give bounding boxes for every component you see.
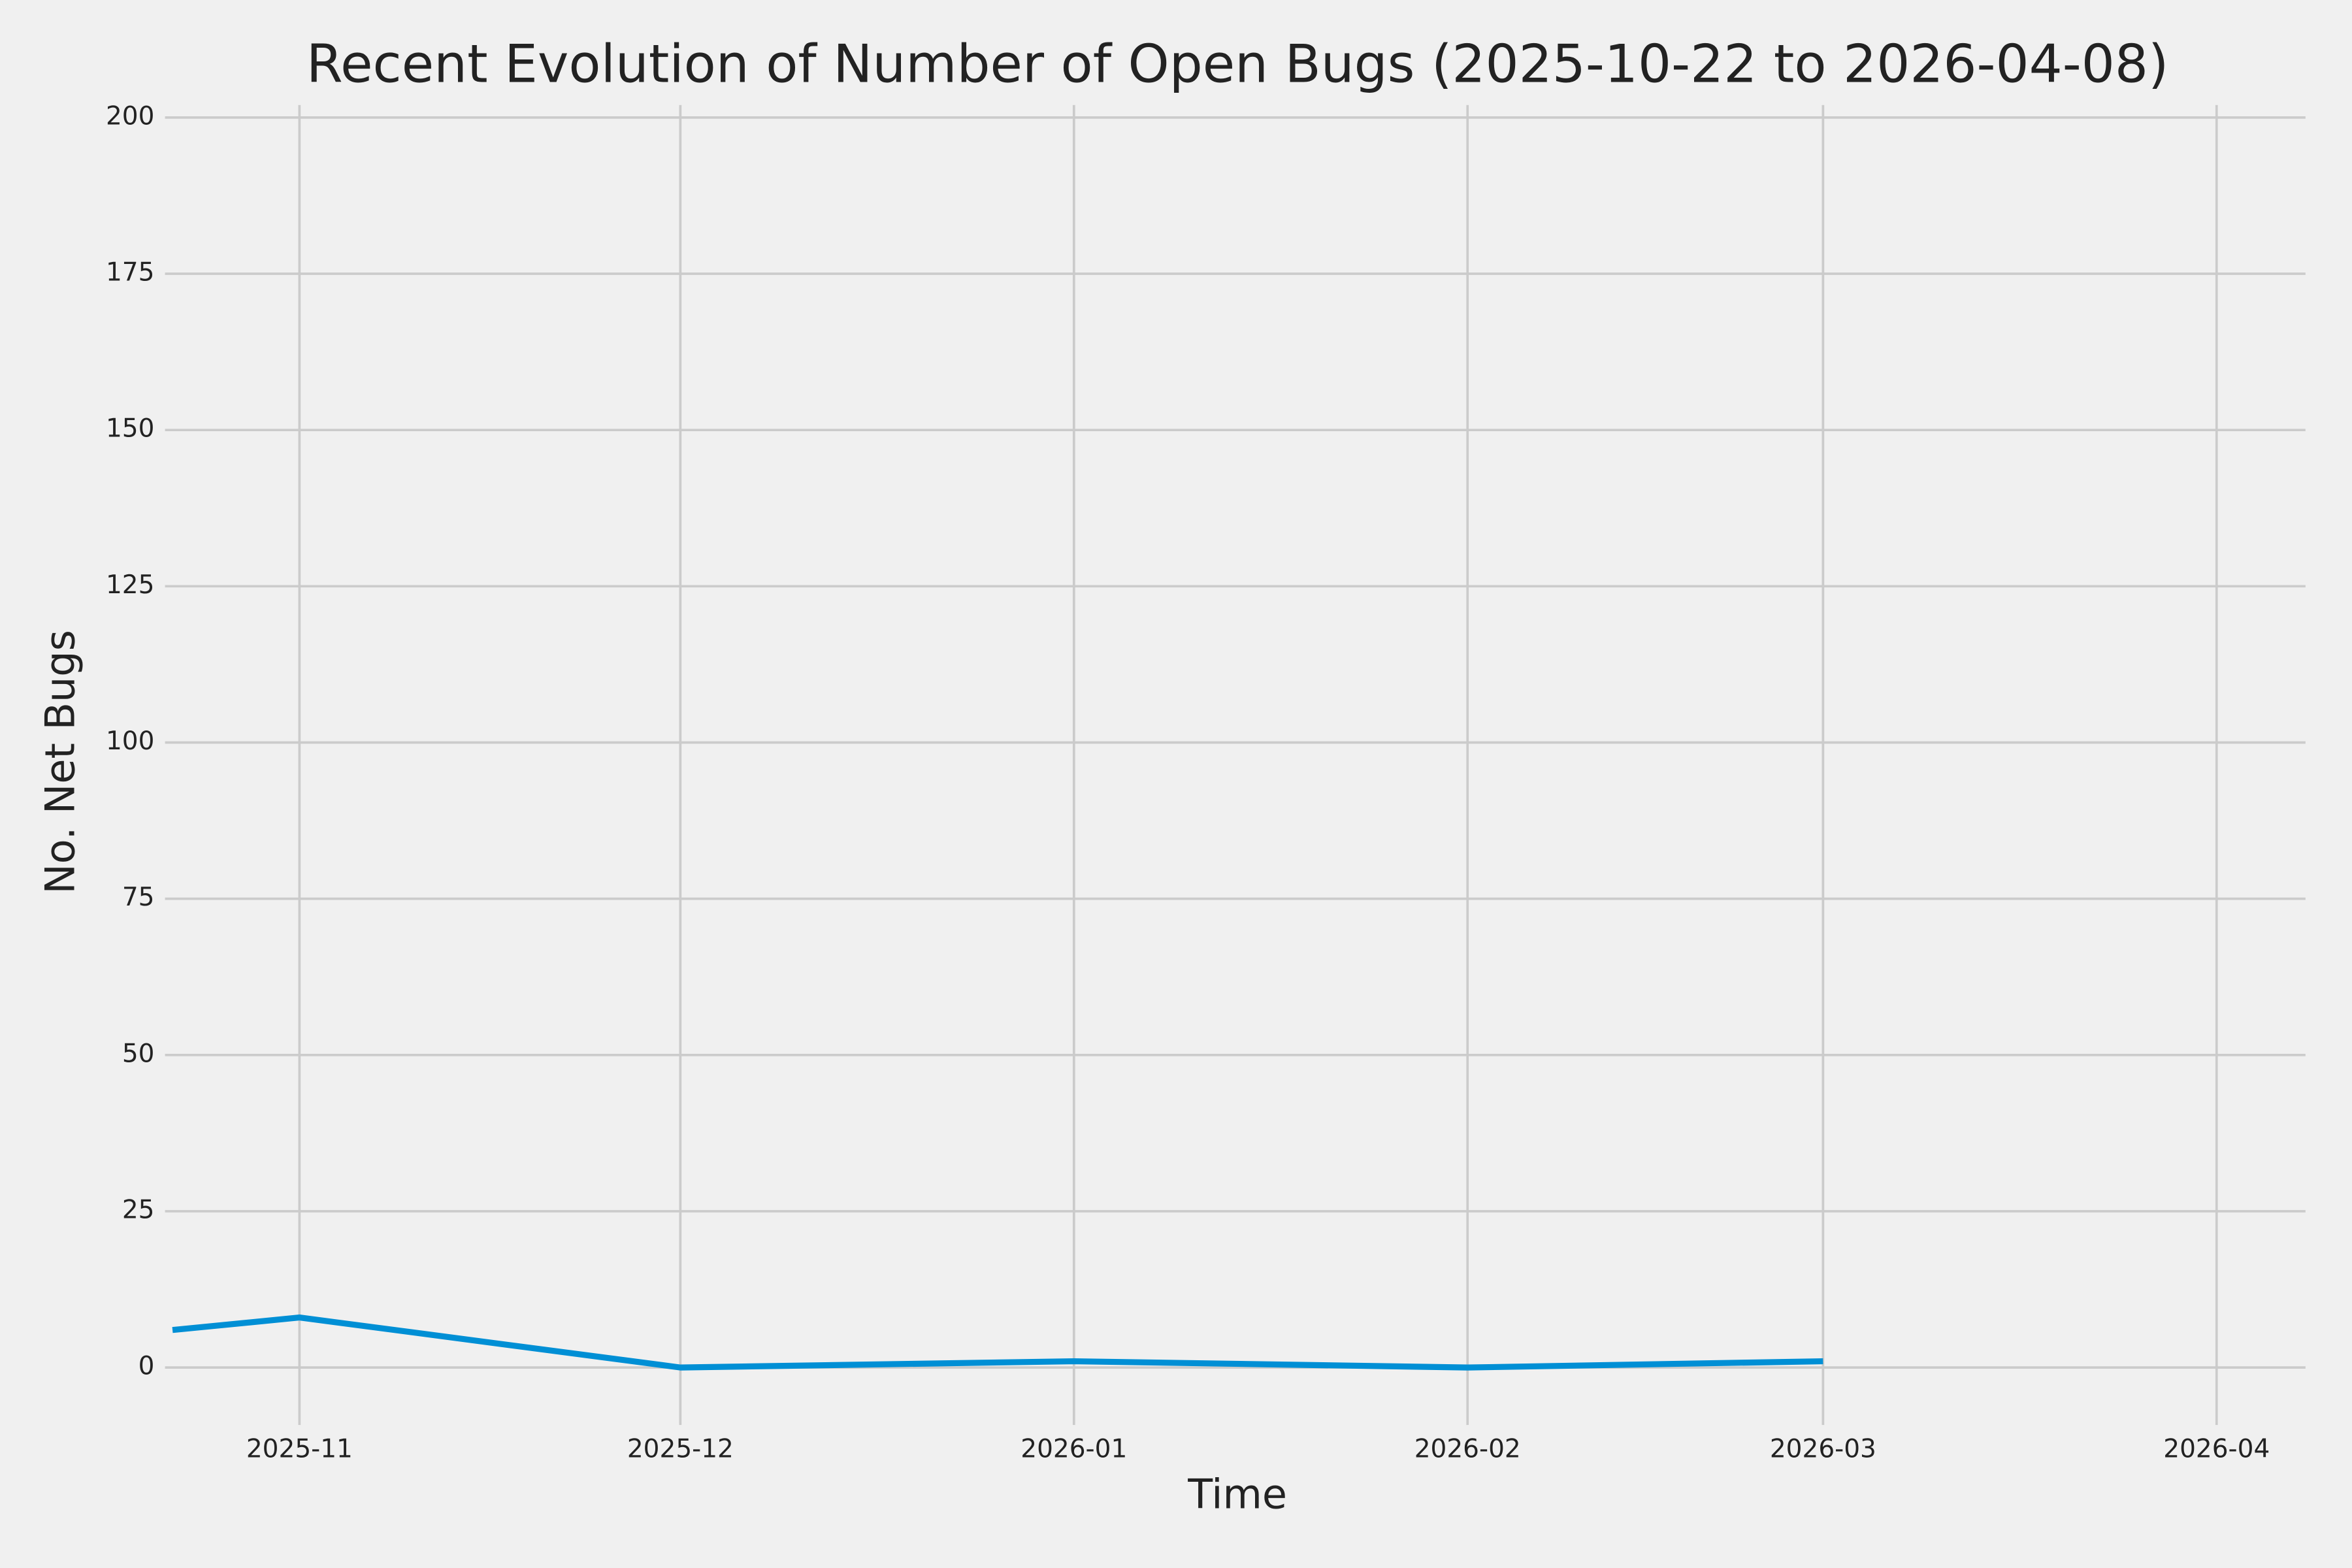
x-tick-label: 2025-11: [246, 1435, 353, 1464]
y-tick-label: 100: [106, 727, 154, 756]
x-tick-label: 2026-02: [1414, 1435, 1521, 1464]
y-tick-label: 200: [106, 101, 154, 131]
y-tick-label: 25: [122, 1195, 155, 1224]
x-tick-label: 2026-01: [1021, 1435, 1127, 1464]
y-tick-label: 75: [122, 883, 155, 912]
chart-title: Recent Evolution of Number of Open Bugs …: [306, 33, 2168, 94]
x-axis-label: Time: [1187, 1470, 1287, 1518]
y-axis-label: No. Net Bugs: [37, 630, 84, 894]
y-tick-label: 125: [106, 570, 154, 600]
y-tick-label: 175: [106, 258, 154, 287]
x-tick-label: 2026-03: [1770, 1435, 1876, 1464]
x-tick-label: 2025-12: [627, 1435, 734, 1464]
x-tick-label: 2026-04: [2163, 1435, 2270, 1464]
y-tick-label: 0: [139, 1352, 155, 1381]
y-tick-label: 150: [106, 414, 154, 444]
y-tick-label: 50: [122, 1039, 155, 1068]
line-series: [172, 1314, 1823, 1371]
